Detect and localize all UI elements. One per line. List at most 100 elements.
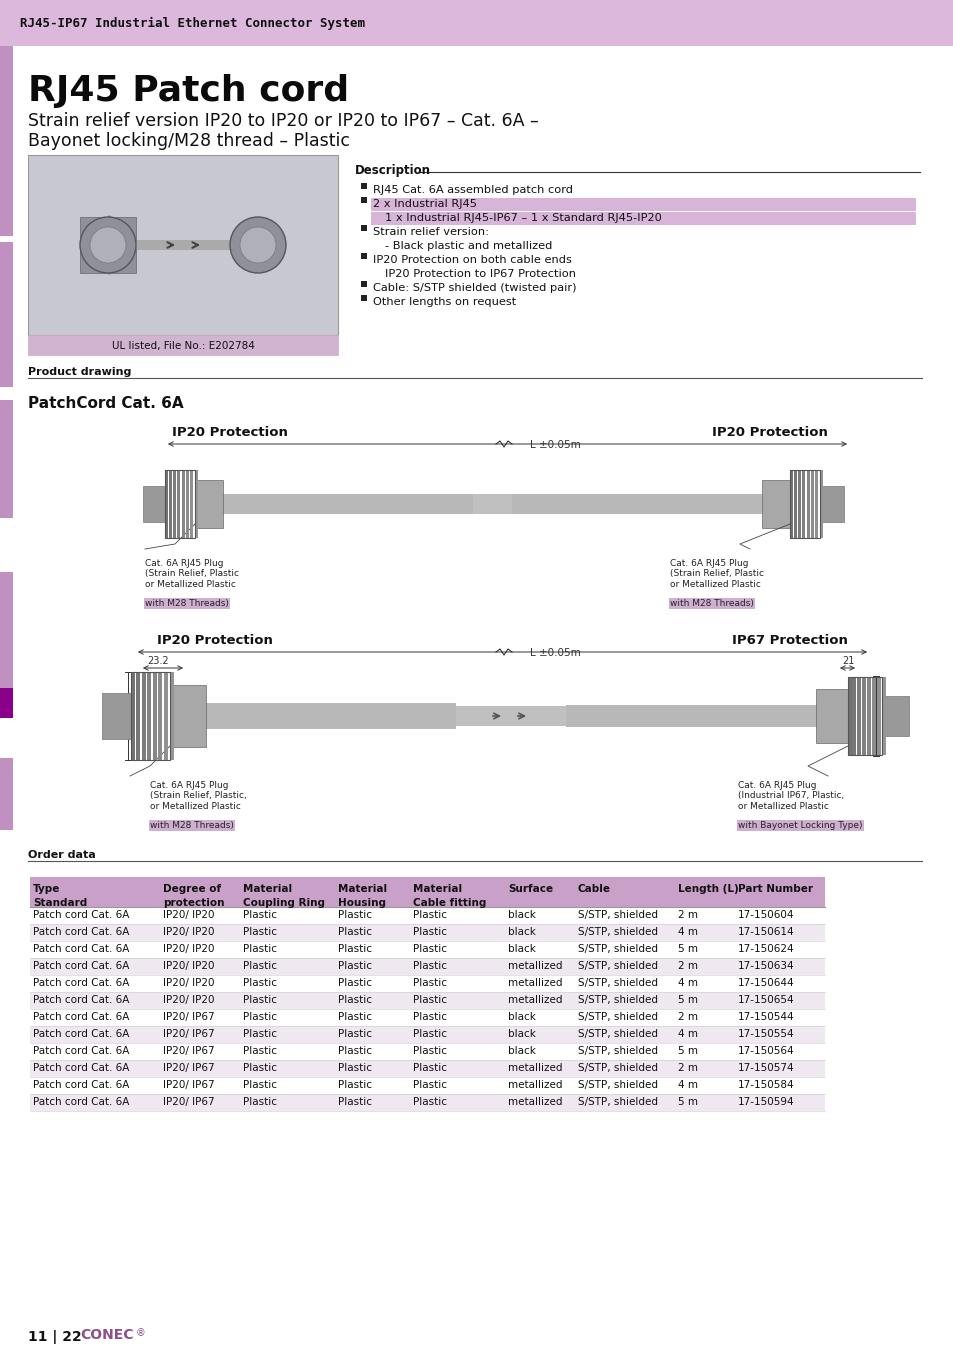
Text: Patch cord Cat. 6A: Patch cord Cat. 6A bbox=[33, 927, 130, 937]
Bar bbox=[194, 470, 198, 539]
Text: Patch cord Cat. 6A: Patch cord Cat. 6A bbox=[33, 961, 130, 971]
Text: Plastic: Plastic bbox=[413, 910, 447, 919]
Text: 5 m: 5 m bbox=[678, 944, 698, 954]
Ellipse shape bbox=[107, 265, 112, 269]
Text: with Bayonet Locking Type): with Bayonet Locking Type) bbox=[738, 821, 862, 830]
Text: Type: Type bbox=[33, 884, 60, 894]
Text: Plastic: Plastic bbox=[337, 1062, 372, 1073]
Text: 2 m: 2 m bbox=[678, 961, 698, 971]
Bar bbox=[30, 1060, 824, 1077]
Text: black: black bbox=[507, 1029, 536, 1040]
Bar bbox=[126, 242, 186, 248]
Bar bbox=[371, 212, 915, 225]
Bar bbox=[194, 481, 223, 528]
Ellipse shape bbox=[112, 227, 115, 231]
Text: Patch cord Cat. 6A: Patch cord Cat. 6A bbox=[33, 1012, 130, 1022]
Text: Plastic: Plastic bbox=[243, 1080, 276, 1089]
Text: Plastic: Plastic bbox=[413, 944, 447, 954]
Text: Part Number: Part Number bbox=[738, 884, 812, 894]
Bar bbox=[360, 252, 367, 259]
Text: RJ45 Patch cord: RJ45 Patch cord bbox=[28, 74, 349, 108]
Text: Plastic: Plastic bbox=[337, 1080, 372, 1089]
Text: S/STP, shielded: S/STP, shielded bbox=[578, 1012, 658, 1022]
Text: metallized: metallized bbox=[507, 977, 562, 988]
Text: metallized: metallized bbox=[507, 1080, 562, 1089]
Text: PatchCord Cat. 6A: PatchCord Cat. 6A bbox=[28, 396, 183, 410]
Bar bbox=[0, 46, 13, 236]
Text: L ±0.05m: L ±0.05m bbox=[530, 648, 580, 657]
Bar bbox=[0, 400, 13, 518]
Bar bbox=[0, 688, 13, 718]
Bar bbox=[882, 697, 908, 736]
Text: S/STP, shielded: S/STP, shielded bbox=[578, 1098, 658, 1107]
Text: Plastic: Plastic bbox=[413, 1046, 447, 1056]
Text: 4 m: 4 m bbox=[678, 977, 698, 988]
Bar bbox=[28, 335, 337, 355]
Bar bbox=[147, 672, 151, 760]
Text: RJ45-IP67 Industrial Ethernet Connector System: RJ45-IP67 Industrial Ethernet Connector … bbox=[20, 16, 365, 30]
Text: black: black bbox=[507, 944, 536, 954]
Bar bbox=[223, 494, 761, 514]
Text: S/STP, shielded: S/STP, shielded bbox=[578, 1062, 658, 1073]
Text: Plastic: Plastic bbox=[337, 927, 372, 937]
Ellipse shape bbox=[102, 267, 106, 271]
Text: Strain relief version:: Strain relief version: bbox=[373, 227, 489, 238]
Text: IP20 Protection: IP20 Protection bbox=[711, 427, 827, 439]
Text: IP20 Protection: IP20 Protection bbox=[157, 634, 273, 647]
Bar bbox=[190, 470, 193, 539]
Ellipse shape bbox=[240, 227, 275, 263]
Text: with M28 Threads): with M28 Threads) bbox=[145, 599, 229, 608]
Bar bbox=[143, 486, 167, 522]
Text: black: black bbox=[507, 927, 536, 937]
Bar bbox=[0, 757, 13, 830]
Bar bbox=[866, 676, 870, 755]
Text: Plastic: Plastic bbox=[337, 1012, 372, 1022]
Text: Patch cord Cat. 6A: Patch cord Cat. 6A bbox=[33, 977, 130, 988]
Text: IP20/ IP20: IP20/ IP20 bbox=[163, 961, 214, 971]
Bar bbox=[30, 878, 824, 907]
Text: Plastic: Plastic bbox=[243, 910, 276, 919]
Bar bbox=[182, 470, 185, 539]
Text: S/STP, shielded: S/STP, shielded bbox=[578, 995, 658, 1004]
Ellipse shape bbox=[100, 251, 104, 255]
Text: Standard: Standard bbox=[33, 898, 87, 909]
Text: Plastic: Plastic bbox=[243, 977, 276, 988]
Text: S/STP, shielded: S/STP, shielded bbox=[578, 961, 658, 971]
Bar bbox=[186, 470, 189, 539]
Text: 4 m: 4 m bbox=[678, 1080, 698, 1089]
Text: Plastic: Plastic bbox=[243, 1098, 276, 1107]
Bar bbox=[30, 1026, 824, 1044]
Text: metallized: metallized bbox=[507, 1062, 562, 1073]
Bar bbox=[169, 470, 172, 539]
Bar bbox=[797, 470, 801, 539]
Text: 5 m: 5 m bbox=[678, 1046, 698, 1056]
Text: Material: Material bbox=[337, 884, 387, 894]
Bar bbox=[360, 296, 367, 301]
Bar bbox=[0, 0, 953, 46]
Text: IP20/ IP67: IP20/ IP67 bbox=[163, 1080, 214, 1089]
Text: IP20/ IP67: IP20/ IP67 bbox=[163, 1029, 214, 1040]
Text: Plastic: Plastic bbox=[337, 1046, 372, 1056]
Text: 4 m: 4 m bbox=[678, 927, 698, 937]
Text: 2 x Industrial RJ45: 2 x Industrial RJ45 bbox=[373, 198, 476, 209]
Bar bbox=[102, 693, 133, 738]
Bar bbox=[80, 217, 136, 273]
Text: Plastic: Plastic bbox=[337, 1098, 372, 1107]
Text: S/STP, shielded: S/STP, shielded bbox=[578, 1046, 658, 1056]
Text: 17-150554: 17-150554 bbox=[738, 1029, 794, 1040]
Text: 4 m: 4 m bbox=[678, 1029, 698, 1040]
Text: RJ45 Cat. 6A assembled patch cord: RJ45 Cat. 6A assembled patch cord bbox=[373, 185, 573, 194]
Text: 17-150544: 17-150544 bbox=[738, 1012, 794, 1022]
Text: Plastic: Plastic bbox=[337, 977, 372, 988]
Bar bbox=[815, 688, 847, 742]
Text: 11 | 22: 11 | 22 bbox=[28, 1330, 82, 1345]
Text: Plastic: Plastic bbox=[337, 1029, 372, 1040]
Bar bbox=[847, 676, 882, 755]
Text: 17-150624: 17-150624 bbox=[738, 944, 794, 954]
Text: metallized: metallized bbox=[507, 995, 562, 1004]
Bar bbox=[0, 242, 13, 387]
Bar bbox=[165, 470, 168, 539]
Text: Patch cord Cat. 6A: Patch cord Cat. 6A bbox=[33, 1029, 130, 1040]
Bar bbox=[170, 684, 206, 747]
Text: 17-150564: 17-150564 bbox=[738, 1046, 794, 1056]
